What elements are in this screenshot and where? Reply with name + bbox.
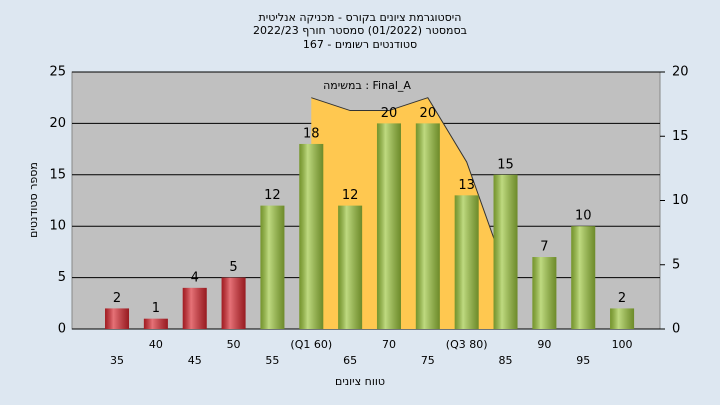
y2-tick-label: 0 xyxy=(672,322,680,337)
y-axis-label: מספר סטודנטים xyxy=(27,162,40,238)
x-tick-label: 65 xyxy=(343,354,357,367)
bar-shade xyxy=(610,308,635,329)
data-label: 10 xyxy=(575,209,592,224)
y2-tick-label: 15 xyxy=(672,129,689,144)
bar-shade xyxy=(105,308,130,329)
data-label: 12 xyxy=(264,188,281,203)
x-tick-label: 75 xyxy=(421,354,435,367)
y2-tick-label: 10 xyxy=(672,193,689,208)
y-tick-label: 20 xyxy=(49,116,66,131)
bar-shade xyxy=(532,257,557,329)
bar-shade xyxy=(571,226,596,329)
bar-shade xyxy=(338,205,363,329)
bar-shade xyxy=(143,318,168,329)
data-label: 20 xyxy=(381,106,398,121)
x-tick-label: 45 xyxy=(188,354,202,367)
y2-tick-label: 20 xyxy=(672,65,689,80)
x-tick-label: (Q1 60) xyxy=(290,338,332,351)
data-label: 4 xyxy=(191,270,199,285)
area-line xyxy=(311,97,506,272)
x-axis-label: טווח ציונים xyxy=(335,375,385,388)
bar-shade xyxy=(182,287,207,329)
x-tick-label: 35 xyxy=(110,354,124,367)
x-tick-label: 95 xyxy=(576,354,590,367)
data-label: 20 xyxy=(420,106,437,121)
title-line: סטודנטים רשומים - 167 xyxy=(303,38,417,51)
x-tick-label: 55 xyxy=(265,354,279,367)
y-tick-label: 15 xyxy=(49,167,66,182)
x-tick-label: 40 xyxy=(149,338,163,351)
y-tick-label: 10 xyxy=(49,219,66,234)
bar-shade xyxy=(260,205,285,329)
y-tick-label: 5 xyxy=(58,270,66,285)
bar-shade xyxy=(454,195,479,329)
y2-tick-label: 5 xyxy=(672,257,680,272)
x-tick-label: 100 xyxy=(612,338,633,351)
title-line: היסטוגרמת ציונים בקורס - מכניקה אנליטית xyxy=(259,11,462,24)
data-label: 2 xyxy=(618,291,626,306)
bar-shade xyxy=(221,277,246,329)
x-tick-label: 70 xyxy=(382,338,396,351)
title-line: בסמסטר (01/2022) סמסטר חורף 2022/23 xyxy=(253,24,467,37)
data-label: 2 xyxy=(113,291,121,306)
bar-shade xyxy=(299,143,324,329)
x-tick-label: (Q3 80) xyxy=(446,338,488,351)
data-label: 15 xyxy=(497,157,514,172)
data-label: 7 xyxy=(540,240,548,255)
y-tick-label: 0 xyxy=(58,322,66,337)
y-tick-label: 25 xyxy=(49,65,66,80)
x-tick-label: 50 xyxy=(227,338,241,351)
data-label: 18 xyxy=(303,126,320,141)
bar-shade xyxy=(415,123,440,330)
bar-shade xyxy=(376,123,401,330)
bar-shade xyxy=(493,174,518,329)
annotation: במשימה : Final_A xyxy=(323,79,411,92)
x-tick-label: 85 xyxy=(499,354,513,367)
data-label: 12 xyxy=(342,188,359,203)
data-label: 1 xyxy=(152,301,160,316)
data-label: 13 xyxy=(458,178,475,193)
data-label: 5 xyxy=(229,260,237,275)
x-tick-label: 90 xyxy=(537,338,551,351)
